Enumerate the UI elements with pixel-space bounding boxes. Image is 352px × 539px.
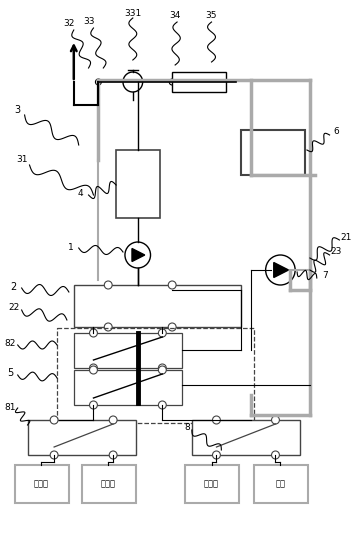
Text: 331: 331 [124,9,142,17]
Text: 21: 21 [341,232,352,241]
Text: 33: 33 [83,17,94,26]
Polygon shape [274,262,289,278]
Circle shape [109,451,117,459]
Bar [74,285,241,327]
Circle shape [158,364,166,372]
Text: 4: 4 [78,189,83,197]
Text: 清洗液: 清洗液 [101,480,116,488]
Text: 1: 1 [68,243,74,252]
Bar [116,150,161,218]
Bar [74,333,182,368]
Bar [15,465,69,503]
Circle shape [89,364,98,372]
Text: 32: 32 [63,19,75,29]
Bar [192,420,300,455]
Circle shape [158,401,166,409]
Circle shape [125,242,151,268]
Text: 35: 35 [206,11,217,20]
Circle shape [95,79,101,85]
Circle shape [169,79,175,85]
Bar [82,465,136,503]
Circle shape [213,416,220,424]
Circle shape [266,255,295,285]
Circle shape [158,329,166,337]
Bar [27,420,136,455]
Bar [74,370,182,405]
Circle shape [168,323,176,331]
Text: 23: 23 [331,247,342,257]
Text: 7: 7 [322,272,328,280]
Circle shape [89,401,98,409]
Text: 81: 81 [4,403,15,411]
Bar [172,72,226,92]
Circle shape [213,451,220,459]
Circle shape [89,329,98,337]
Text: 5: 5 [7,368,13,378]
Circle shape [104,281,112,289]
Text: 样品: 样品 [275,480,285,488]
Text: 8: 8 [184,423,190,432]
Circle shape [104,323,112,331]
Polygon shape [132,248,145,261]
Text: 稀释液: 稀释液 [34,480,49,488]
Text: 清洗液: 清洗液 [204,480,219,488]
Circle shape [158,366,166,374]
Text: 22: 22 [8,303,19,313]
Text: 31: 31 [16,155,27,164]
Bar [254,465,308,503]
Text: 3: 3 [15,105,21,115]
Circle shape [89,366,98,374]
Bar [185,465,239,503]
Text: 34: 34 [169,11,181,20]
Text: 82: 82 [4,340,15,349]
Circle shape [271,416,279,424]
Text: 2: 2 [11,282,17,292]
Circle shape [123,72,143,92]
Circle shape [50,451,58,459]
Circle shape [109,416,117,424]
Bar [241,130,305,175]
Circle shape [271,451,279,459]
Bar [57,328,254,423]
Circle shape [50,416,58,424]
Circle shape [168,281,176,289]
Text: 6: 6 [334,128,339,136]
